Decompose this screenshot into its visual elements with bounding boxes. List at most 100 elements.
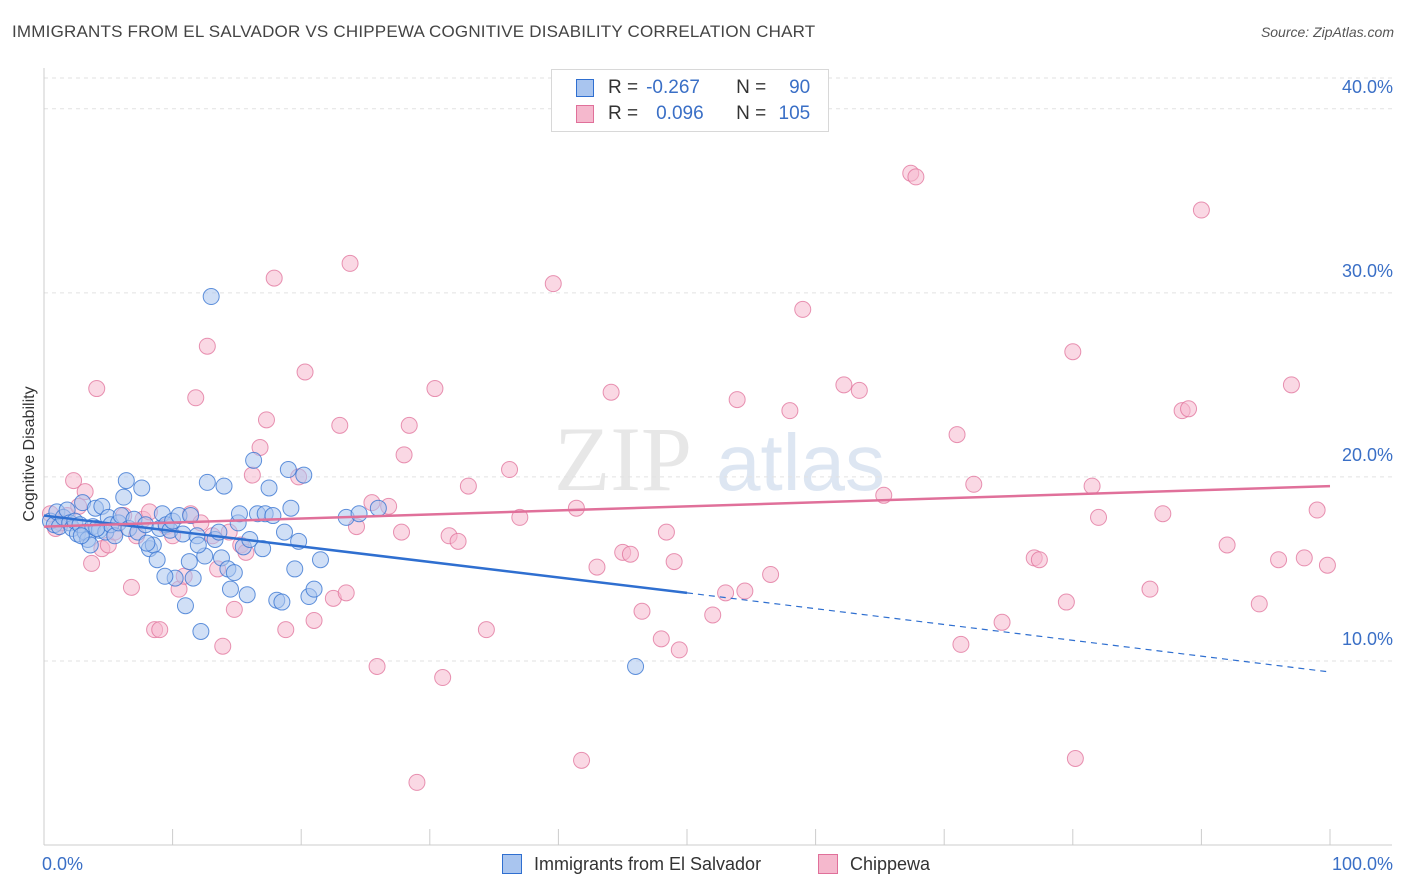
chippewa-point bbox=[151, 621, 169, 639]
chippewa-point bbox=[1270, 551, 1288, 569]
salvador-point bbox=[627, 657, 645, 675]
salvador-point bbox=[295, 466, 313, 484]
chippewa-point bbox=[794, 300, 812, 318]
salvador-point bbox=[221, 580, 239, 598]
chippewa-point bbox=[1154, 505, 1172, 523]
chippewa-point bbox=[225, 600, 243, 618]
r-value: -0.267 bbox=[646, 77, 700, 98]
chippewa-point bbox=[633, 602, 651, 620]
chippewa-point bbox=[1308, 501, 1326, 519]
chippewa-point bbox=[122, 578, 140, 596]
stats-row-salvador: R = -0.267 N = 90 bbox=[576, 75, 810, 101]
salvador-point bbox=[138, 534, 156, 552]
chippewa-point bbox=[567, 499, 585, 517]
salvador-point bbox=[286, 560, 304, 578]
stats-legend: R = -0.267 N = 90 R = 0.096 N = 105 bbox=[551, 69, 829, 132]
source-credit: Source: ZipAtlas.com bbox=[1260, 24, 1394, 40]
chippewa-point bbox=[781, 402, 799, 420]
chippewa-point bbox=[214, 637, 232, 655]
chippewa-point bbox=[1218, 536, 1236, 554]
chippewa-point bbox=[83, 554, 101, 572]
chippewa-point bbox=[511, 508, 529, 526]
salvador-point bbox=[148, 551, 166, 569]
chippewa-point bbox=[243, 466, 261, 484]
chippewa-point bbox=[341, 254, 359, 272]
salvador-point bbox=[245, 451, 263, 469]
salvador-point bbox=[305, 580, 323, 598]
salvador-point bbox=[264, 507, 282, 525]
chippewa-point bbox=[993, 613, 1011, 631]
chippewa-point bbox=[657, 523, 675, 541]
n-label: N = bbox=[736, 77, 767, 98]
chippewa-point bbox=[1192, 201, 1210, 219]
salvador-point bbox=[311, 551, 329, 569]
y-tick-label: 20.0% bbox=[1342, 445, 1393, 465]
chippewa-point bbox=[621, 545, 639, 563]
chippewa-point bbox=[907, 168, 925, 186]
chippewa-point bbox=[1066, 749, 1084, 767]
chippewa-point bbox=[296, 363, 314, 381]
chippewa-point bbox=[65, 472, 83, 490]
chippewa-point bbox=[88, 380, 106, 398]
chippewa-point bbox=[588, 558, 606, 576]
chippewa-point bbox=[665, 553, 683, 571]
salvador-point bbox=[225, 564, 243, 582]
salvador-point bbox=[260, 479, 278, 497]
chippewa-point bbox=[1180, 400, 1198, 418]
chippewa-point bbox=[400, 416, 418, 434]
chippewa-point bbox=[337, 584, 355, 602]
chippewa-point bbox=[434, 669, 452, 687]
r-value: 0.096 bbox=[656, 103, 704, 124]
chippewa-point bbox=[265, 269, 283, 287]
salvador-point bbox=[156, 567, 174, 585]
y-tick-label: 30.0% bbox=[1342, 261, 1393, 281]
salvador-point bbox=[117, 472, 135, 490]
chippewa-point bbox=[257, 411, 275, 429]
chippewa-point bbox=[1083, 477, 1101, 495]
salvador-point bbox=[176, 597, 194, 615]
salvador-point bbox=[133, 479, 151, 497]
chippewa-point bbox=[426, 380, 444, 398]
chippewa-point bbox=[704, 606, 722, 624]
chippewa-point bbox=[1250, 595, 1268, 613]
legend-swatch-pink bbox=[576, 105, 594, 123]
salvador-point bbox=[184, 569, 202, 587]
chippewa-point bbox=[368, 657, 386, 675]
legend-swatch-blue bbox=[502, 854, 522, 874]
chippewa-point bbox=[965, 475, 983, 493]
chippewa-point bbox=[1282, 376, 1300, 394]
salvador-point bbox=[282, 499, 300, 517]
chippewa-point bbox=[1141, 580, 1159, 598]
salvador-point bbox=[273, 593, 291, 611]
chippewa-point bbox=[1064, 343, 1082, 361]
r-label: R = bbox=[608, 77, 639, 98]
salvador-trend-extension bbox=[686, 592, 1331, 673]
salvador-point bbox=[182, 507, 200, 525]
chippewa-point bbox=[736, 582, 754, 600]
n-label: N = bbox=[736, 103, 767, 124]
salvador-point bbox=[189, 536, 207, 554]
chippewa-point bbox=[850, 381, 868, 399]
chippewa-point bbox=[1057, 593, 1075, 611]
chippewa-point bbox=[331, 416, 349, 434]
chippewa-point bbox=[1090, 508, 1108, 526]
chippewa-point bbox=[501, 461, 519, 479]
salvador-point bbox=[215, 477, 233, 495]
r-label: R = bbox=[608, 103, 639, 124]
chippewa-point bbox=[602, 383, 620, 401]
chippewa-point bbox=[544, 275, 562, 293]
chippewa-trend-line bbox=[43, 484, 1331, 528]
salvador-point bbox=[115, 488, 133, 506]
salvador-point bbox=[192, 623, 210, 641]
legend-swatch-pink bbox=[818, 854, 838, 874]
watermark-atlas: atlas bbox=[716, 418, 885, 507]
salvador-point bbox=[238, 586, 256, 604]
chippewa-point bbox=[393, 523, 411, 541]
chippewa-point bbox=[670, 641, 688, 659]
y-tick-label: 40.0% bbox=[1342, 77, 1393, 97]
chippewa-point bbox=[305, 611, 323, 629]
chippewa-point bbox=[459, 477, 477, 495]
chippewa-point bbox=[1318, 556, 1336, 574]
chippewa-point bbox=[835, 376, 853, 394]
